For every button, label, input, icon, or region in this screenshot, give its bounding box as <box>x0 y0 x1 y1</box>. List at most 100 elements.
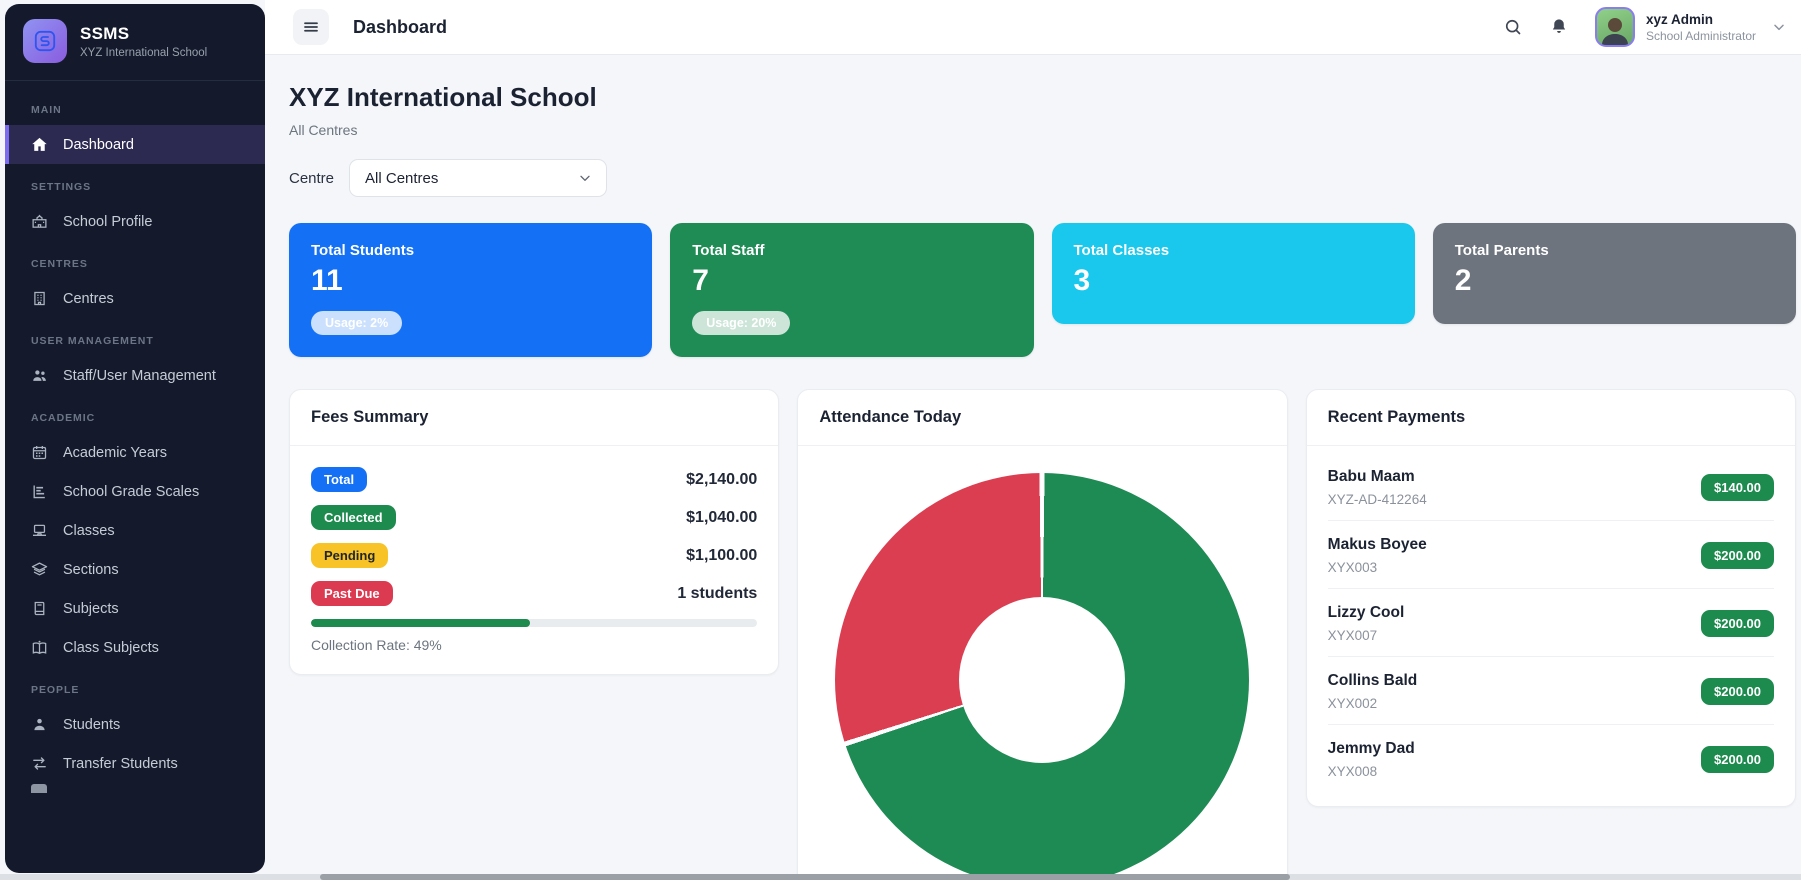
fee-value-total: $2,140.00 <box>686 470 758 488</box>
payments-list: Babu Maam XYZ-AD-412264 $140.00 Makus Bo… <box>1307 446 1795 806</box>
centre-select-value: All Centres <box>365 169 439 187</box>
sidebar-item-classes[interactable]: Classes <box>5 511 265 550</box>
stat-value: 11 <box>311 264 343 297</box>
payment-row: Lizzy Cool XYX007 $200.00 <box>1327 589 1774 657</box>
payment-id: XYX007 <box>1327 628 1378 643</box>
sidebar-item-staff-user-management[interactable]: Staff/User Management <box>5 356 265 395</box>
centre-select[interactable]: All Centres <box>349 159 608 197</box>
sidebar-item-academic-years[interactable]: Academic Years <box>5 433 265 472</box>
home-icon <box>32 137 47 151</box>
payment-name: Jemmy Dad <box>1327 740 1415 757</box>
payment-id: XYX003 <box>1327 560 1378 575</box>
sidebar-item-students[interactable]: Students <box>5 705 265 744</box>
user-role: School Administrator <box>1645 28 1756 43</box>
sidebar-item-dashboard[interactable]: Dashboard <box>5 125 265 164</box>
sidebar-item-partial[interactable] <box>5 783 265 793</box>
sidebar-item-subjects[interactable]: Subjects <box>5 589 265 628</box>
fees-summary-body: Total $2,140.00 Collected $1,040.00 Pend… <box>290 446 778 674</box>
horizontal-scrollbar-thumb[interactable] <box>320 874 1290 880</box>
payment-id: XYX008 <box>1327 764 1378 779</box>
horizontal-scrollbar <box>0 874 1801 880</box>
payment-amount-badge: $140.00 <box>1701 474 1774 501</box>
nav-section-main: MAIN <box>31 104 62 116</box>
attendance-donut <box>835 473 1250 880</box>
stat-label: Total Parents <box>1454 242 1549 259</box>
chevron-down-icon <box>1774 24 1784 31</box>
book-user-icon <box>32 640 47 655</box>
sidebar-toggle-button[interactable] <box>293 9 329 45</box>
search-icon <box>1505 19 1521 35</box>
sidebar-item-label: School Grade Scales <box>63 483 200 500</box>
topbar-right: xyz Admin School Administrator <box>1503 7 1787 47</box>
payment-row: Makus Boyee XYX003 $200.00 <box>1327 521 1774 589</box>
ssms-logo-icon <box>23 19 67 63</box>
student-icon <box>34 718 45 731</box>
calendar-icon <box>32 445 47 460</box>
payment-name: Lizzy Cool <box>1327 604 1405 621</box>
laptop-icon <box>32 524 47 536</box>
fee-value-past-due: 1 students <box>677 584 758 602</box>
payment-amount-badge: $200.00 <box>1701 678 1774 705</box>
stat-card-total-staff: Total Staff 7 Usage: 20% <box>670 223 1034 357</box>
nav-section-user-management: USER MANAGEMENT <box>31 335 154 347</box>
fees-summary-card: Fees Summary Total $2,140.00 Collected $… <box>289 389 780 675</box>
payment-name: Collins Bald <box>1327 672 1418 689</box>
notifications-button[interactable] <box>1549 17 1569 37</box>
fee-row-collected: Collected $1,040.00 <box>311 505 757 530</box>
cards-row: Fees Summary Total $2,140.00 Collected $… <box>289 389 1796 880</box>
stats-row: Total Students 11 Usage: 2% Total Staff … <box>289 223 1796 357</box>
usage-badge: Usage: 2% <box>311 311 403 335</box>
payment-row: Jemmy Dad XYX008 $200.00 <box>1328 725 1774 792</box>
brand: SSMS XYZ International School <box>5 4 265 81</box>
centre-label: Centre <box>289 169 335 187</box>
school-subheading: All Centres <box>289 122 358 138</box>
payment-row: Collins Bald XYX002 $200.00 <box>1327 657 1774 725</box>
usage-badge: Usage: 20% <box>692 311 791 335</box>
attendance-card: Attendance Today <box>797 389 1288 880</box>
payment-id: XYZ-AD-412264 <box>1327 492 1427 507</box>
fee-value-pending: $1,100.00 <box>686 546 758 564</box>
fee-badge-pending: Pending <box>311 543 389 568</box>
sidebar-item-label: Staff/User Management <box>63 367 216 384</box>
book-icon <box>34 601 45 616</box>
sidebar-item-school-grade-scales[interactable]: School Grade Scales <box>5 472 265 511</box>
sidebar-item-school-profile[interactable]: School Profile <box>5 202 265 241</box>
sidebar-item-label: Academic Years <box>63 444 167 461</box>
school-heading: XYZ International School <box>289 82 597 112</box>
sidebar-item-label: Centres <box>63 290 114 307</box>
sidebar-item-class-subjects[interactable]: Class Subjects <box>5 628 265 667</box>
sidebar-item-label: Sections <box>63 561 119 578</box>
collection-progress-track <box>311 619 758 627</box>
collection-progress-fill <box>311 619 530 627</box>
sidebar-item-transfer-students[interactable]: Transfer Students <box>5 744 265 783</box>
fee-badge-collected: Collected <box>311 505 396 530</box>
stat-card-total-classes: Total Classes 3 <box>1051 223 1415 324</box>
fee-row-past-due: Past Due 1 students <box>311 581 757 606</box>
sidebar: SSMS XYZ International School MAIN Dashb… <box>5 4 265 873</box>
sidebar-nav: MAIN Dashboard SETTINGS School Profile C… <box>5 81 265 793</box>
sidebar-item-label: Classes <box>63 522 115 539</box>
stat-label: Total Students <box>311 242 415 259</box>
transfer-arrows-icon <box>33 757 46 770</box>
sidebar-item-label: Class Subjects <box>63 639 159 656</box>
user-name: xyz Admin <box>1645 11 1713 27</box>
stat-label: Total Staff <box>692 242 765 259</box>
search-button[interactable] <box>1503 17 1523 37</box>
stat-value: 7 <box>692 264 709 297</box>
fees-summary-title: Fees Summary <box>290 390 779 446</box>
nav-section-settings: SETTINGS <box>31 181 92 193</box>
hamburger-icon <box>304 22 318 32</box>
school-building-icon <box>32 214 47 228</box>
recent-payments-card: Recent Payments Babu Maam XYZ-AD-412264 … <box>1305 389 1796 807</box>
recent-payments-title: Recent Payments <box>1306 390 1795 446</box>
sidebar-item-sections[interactable]: Sections <box>5 550 265 589</box>
fee-row-total: Total $2,140.00 <box>311 467 757 492</box>
sidebar-item-centres[interactable]: Centres <box>5 279 265 318</box>
sidebar-item-label: Subjects <box>63 600 119 617</box>
users-icon <box>33 370 46 381</box>
sidebar-item-label: School Profile <box>63 213 153 230</box>
stat-value: 2 <box>1454 264 1472 297</box>
payment-name: Babu Maam <box>1327 468 1415 485</box>
user-menu[interactable]: xyz Admin School Administrator <box>1594 7 1787 47</box>
